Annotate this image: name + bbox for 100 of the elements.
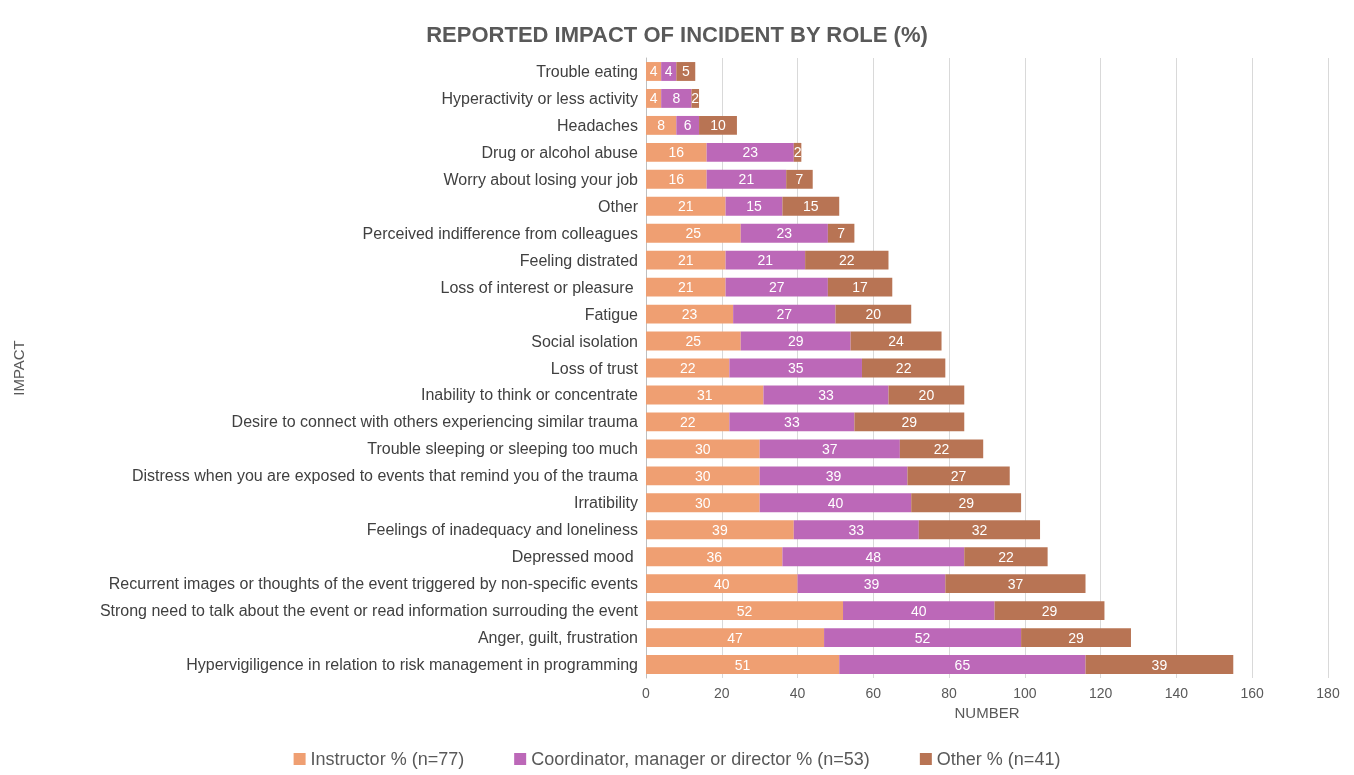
bar [1085,655,1234,674]
data-label: 33 [784,413,800,430]
bar [759,493,912,513]
data-label: 39 [712,521,728,538]
y-tick-label: Irratibility [573,494,638,512]
data-label: 39 [1151,656,1168,673]
data-label: 23 [742,144,759,161]
bar [994,601,1105,621]
bar [646,493,760,513]
x-tick-label: 180 [1316,685,1340,701]
data-label: 29 [787,333,804,350]
data-label: 30 [695,467,711,484]
bar [646,466,760,486]
data-label: 33 [818,386,834,403]
x-tick-label: 160 [1240,685,1265,701]
y-tick-label: Drug or alcohol abuse [481,143,639,161]
data-label: 15 [746,198,762,215]
data-label: 22 [933,440,950,457]
bar [964,547,1048,567]
data-label: 39 [863,575,880,592]
y-tick-label: Trouble eating [536,62,638,80]
y-tick-label: Feeling distrated [519,251,638,269]
data-label: 30 [695,440,711,457]
data-label: 27 [950,467,967,484]
data-label: 37 [1007,575,1024,592]
y-tick-label: Headaches [557,116,638,134]
data-label: 29 [958,494,975,511]
data-label: 65 [954,656,971,673]
data-label: 27 [768,279,785,296]
y-tick-label: Anger, guilt, frustration [477,629,638,647]
bar [740,223,828,243]
y-tick-label: Other [597,197,639,215]
data-label: 23 [681,306,698,323]
data-label: 32 [971,521,988,538]
x-tick-label: 100 [1013,685,1037,701]
bar [646,520,794,540]
bar [850,331,942,351]
bar [725,196,783,216]
y-tick-label: Loss of trust [550,359,639,377]
bar [646,439,760,459]
bar [646,250,726,270]
bar [646,628,825,647]
y-tick-label: Worry about losing your job [443,170,639,188]
data-label: 16 [668,144,685,161]
data-label: 7 [837,225,846,242]
data-label: 8 [657,117,666,134]
y-axis-title: IMPACT [10,340,27,396]
y-tick-label: Loss of interest or pleasure [440,278,638,296]
y-tick-label: Trouble sleeping or sleeping too much [367,440,638,458]
data-label: 22 [679,360,696,376]
y-tick-label: Inability to think or concentrate [420,386,639,404]
bar [661,89,692,108]
bar [646,601,844,621]
bar [646,304,734,324]
data-label: 22 [998,548,1014,565]
bar [646,574,798,594]
y-tick-label: Perceived indifference from colleagues [362,224,638,242]
bar [759,466,908,486]
bar [793,520,919,540]
y-tick-label: Distress when you are exposed to events that remind you of the trauma [131,467,639,485]
bar [835,304,912,324]
bar [899,439,984,459]
bar [646,223,741,243]
bar [646,412,730,432]
data-label: 39 [825,467,842,484]
bar [646,331,741,351]
data-label: 33 [848,521,865,538]
bar [676,115,700,135]
x-axis-title: NUMBER [954,703,1020,721]
data-label: 22 [839,252,855,269]
x-tick-label: 80 [941,685,958,701]
data-label: 5 [681,63,690,80]
legend-label: Other % (n=41) [936,749,1061,769]
data-label: 25 [685,333,702,350]
bar [827,277,893,297]
data-label: 23 [776,225,793,242]
data-label: 40 [911,602,927,619]
y-tick-label: Fatigue [584,305,639,323]
bar [907,466,1010,486]
data-label: 36 [706,548,723,565]
data-label: 21 [677,252,694,269]
bar [918,520,1041,540]
bar [646,169,707,189]
data-label: 30 [695,494,711,511]
data-label: 52 [736,602,753,619]
data-label: 10 [710,117,726,134]
data-label: 37 [821,440,838,457]
bar [945,574,1086,594]
bar [729,412,855,432]
bar [839,655,1086,674]
bar [706,142,794,162]
bar [911,493,1022,513]
bar [740,331,851,351]
x-tick-label: 40 [789,685,806,701]
bar [646,358,730,378]
bar [861,358,946,378]
bar [706,169,787,189]
data-label: 47 [727,629,744,646]
data-label: 48 [865,548,882,565]
data-label: 29 [1068,629,1085,646]
